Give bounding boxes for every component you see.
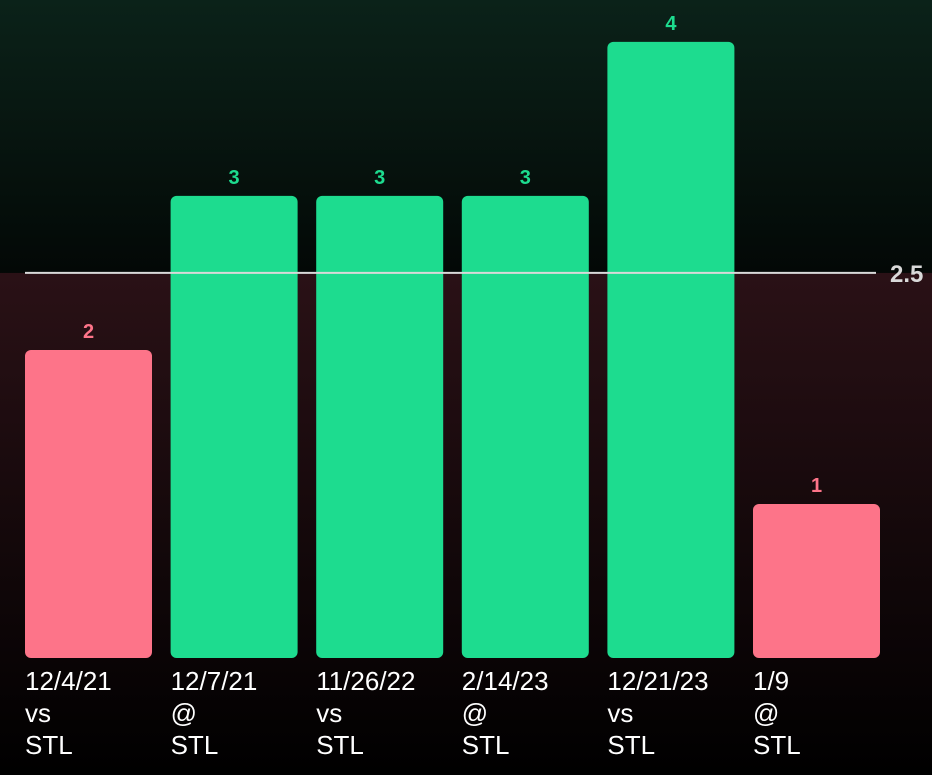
bar-value-label-2: 3 — [229, 167, 240, 189]
bar-4 — [461, 195, 589, 659]
category-date-label-4: 2/14/23 — [462, 666, 549, 696]
category-site-label-4: @ — [462, 698, 488, 728]
category-date-label-2: 12/7/21 — [171, 666, 258, 696]
bar-1 — [25, 349, 152, 658]
category-site-label-5: vs — [607, 698, 633, 728]
category-opponent-label-2: STL — [171, 730, 219, 760]
category-date-label-5: 12/21/23 — [607, 666, 708, 696]
category-opponent-label-5: STL — [607, 730, 655, 760]
category-site-label-2: @ — [171, 698, 197, 728]
category-date-label-1: 12/4/21 — [25, 666, 112, 696]
bar-value-label-5: 4 — [665, 13, 677, 35]
bar-2 — [170, 195, 298, 659]
category-date-label-3: 11/26/22 — [316, 666, 415, 696]
category-site-label-6: @ — [753, 698, 779, 728]
bar-3 — [316, 195, 444, 659]
bar-6 — [753, 503, 880, 658]
bar-value-label-3: 3 — [374, 167, 385, 189]
threshold-line-label: 2.5 — [890, 261, 923, 288]
category-opponent-label-1: STL — [25, 730, 73, 760]
category-opponent-label-3: STL — [316, 730, 364, 760]
category-site-label-3: vs — [316, 698, 342, 728]
bar-value-label-6: 1 — [811, 475, 822, 497]
category-opponent-label-6: STL — [753, 730, 801, 760]
bar-value-label-1: 2 — [83, 321, 94, 343]
category-site-label-1: vs — [25, 698, 51, 728]
category-opponent-label-4: STL — [462, 730, 510, 760]
category-date-label-6: 1/9 — [753, 666, 789, 696]
bar-5 — [607, 41, 735, 658]
bar-value-label-4: 3 — [520, 167, 531, 189]
